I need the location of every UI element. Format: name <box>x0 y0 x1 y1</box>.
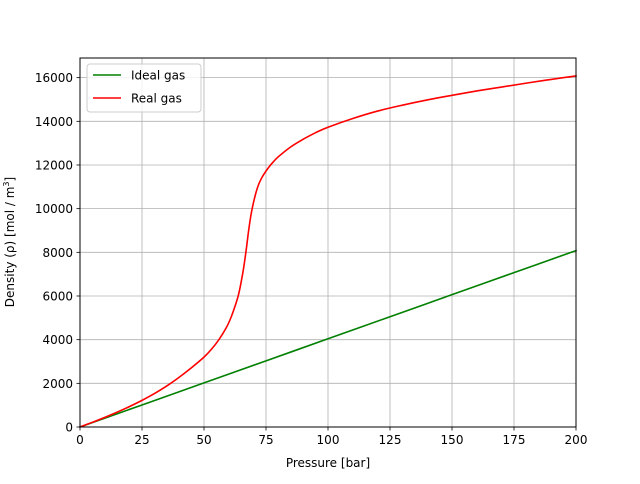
y-tick-label: 10000 <box>35 202 73 216</box>
x-tick-label: 75 <box>258 433 273 447</box>
series-line-ideal-gas <box>78 249 578 429</box>
x-tick-label: 175 <box>503 433 526 447</box>
y-tick-label: 12000 <box>35 158 73 172</box>
legend-label-ideal-gas: Ideal gas <box>131 69 185 83</box>
y-tick-label: 16000 <box>35 71 73 85</box>
y-tick-label: 14000 <box>35 115 73 129</box>
axis-ticks: 0 25 50 75 100 125 150 175 200020004000600080001… <box>35 71 588 447</box>
legend: Ideal gas Real gas <box>86 63 202 113</box>
y-axis-label: Density (ρ) [mol / m3] <box>2 177 17 307</box>
y-tick-label: 8000 <box>42 246 73 260</box>
x-tick-label: 0 <box>76 433 84 447</box>
x-tick-label: 200 <box>565 433 588 447</box>
y-axis-label-tail: ] <box>3 177 17 182</box>
x-tick-label: 50 <box>196 433 211 447</box>
x-tick-label: 100 <box>317 433 340 447</box>
x-tick-label: 25 <box>134 433 149 447</box>
y-axis-label-superscript: 3 <box>2 181 11 186</box>
series-layer <box>78 74 578 429</box>
y-tick-label: 0 <box>65 421 73 435</box>
y-tick-label: 6000 <box>42 289 73 303</box>
x-tick-label: 125 <box>379 433 402 447</box>
legend-box <box>86 63 202 113</box>
y-axis-label-main: Density (ρ) [mol / m <box>3 187 17 308</box>
y-tick-label: 2000 <box>42 377 73 391</box>
y-tick-label: 4000 <box>42 333 73 347</box>
legend-label-real-gas: Real gas <box>131 92 182 106</box>
series-line-real-gas <box>78 74 577 429</box>
x-tick-label: 150 <box>441 433 464 447</box>
x-axis-label: Pressure [bar] <box>286 456 370 470</box>
